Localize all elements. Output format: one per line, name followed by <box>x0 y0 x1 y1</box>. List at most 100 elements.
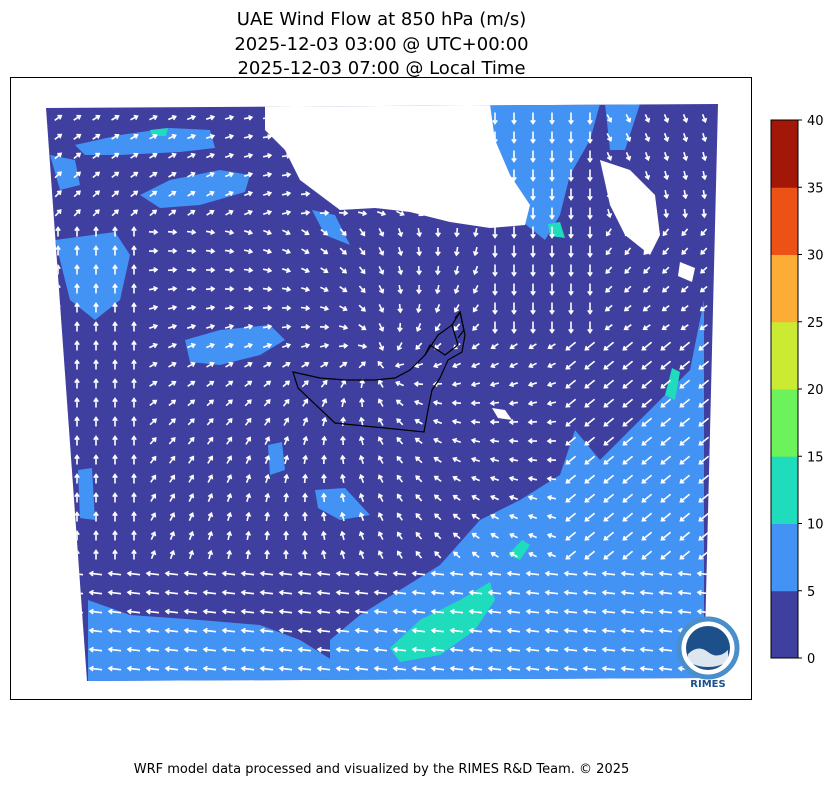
wind-arrow <box>641 341 653 351</box>
wind-arrow <box>584 341 596 351</box>
wind-arrow <box>169 549 176 560</box>
wind-arrow <box>492 207 498 220</box>
speed-region-5-10 <box>330 300 704 680</box>
wind-arrow <box>434 532 442 540</box>
wind-arrow <box>74 435 80 446</box>
wind-arrow <box>69 627 84 634</box>
wind-arrow <box>453 133 462 141</box>
wind-arrow <box>641 512 653 522</box>
wind-arrow <box>530 226 536 239</box>
wind-arrow <box>168 436 176 445</box>
wind-arrow <box>547 343 556 350</box>
colorbar-tick-label: 15 <box>807 450 824 465</box>
wind-arrow <box>54 190 62 198</box>
wind-arrow <box>54 152 63 160</box>
colorbar-band <box>771 523 798 592</box>
wind-arrow <box>297 570 312 577</box>
wind-arrow <box>546 419 557 426</box>
wind-arrow <box>264 511 271 522</box>
wind-arrow <box>397 246 404 257</box>
wind-arrow <box>281 305 292 311</box>
wind-arrow <box>339 228 347 236</box>
wind-arrow <box>549 169 555 182</box>
wind-arrow <box>471 475 481 482</box>
wind-arrow <box>584 436 596 446</box>
colorbar-tick-label: 10 <box>807 518 824 533</box>
wind-arrow <box>587 112 593 125</box>
wind-arrow <box>205 342 215 349</box>
wind-arrow <box>320 191 330 197</box>
wind-arrow <box>316 608 331 615</box>
wind-arrow <box>339 549 346 560</box>
wind-arrow <box>73 171 82 179</box>
wind-arrow <box>319 324 330 330</box>
wind-arrow <box>625 170 632 181</box>
wind-arrow <box>470 419 481 425</box>
wind-arrow <box>281 152 292 159</box>
wind-arrow <box>470 400 481 406</box>
wind-arrow <box>264 492 271 503</box>
wind-arrow <box>339 473 346 484</box>
wind-arrow <box>584 550 596 560</box>
wind-arrow <box>544 589 559 596</box>
wind-arrow <box>300 190 311 197</box>
colorbar-tick-label: 30 <box>807 249 824 264</box>
wind-arrow <box>301 248 310 255</box>
wind-arrow <box>584 474 596 484</box>
wind-arrow <box>587 302 593 315</box>
wind-arrow <box>316 646 331 653</box>
wind-arrow <box>93 397 99 408</box>
wind-arrow <box>415 512 423 521</box>
wind-arrow <box>320 511 327 522</box>
wind-arrow <box>644 208 651 219</box>
speed-region-5-10 <box>78 468 95 520</box>
wind-arrow <box>606 151 613 161</box>
wind-arrow <box>300 115 311 121</box>
wind-arrow <box>358 492 365 503</box>
wind-arrow <box>699 285 708 293</box>
wind-arrow <box>430 627 445 634</box>
wind-arrow <box>88 570 103 577</box>
wind-arrow <box>112 511 118 522</box>
wind-arrow <box>660 417 672 427</box>
wind-arrow <box>186 323 197 330</box>
wind-arrow <box>168 248 178 254</box>
wind-arrow <box>699 324 708 331</box>
wind-arrow <box>603 455 615 465</box>
wind-arrow <box>530 207 536 220</box>
wind-arrow <box>660 341 672 351</box>
wind-arrow <box>568 226 574 239</box>
wind-arrow <box>301 229 310 236</box>
wind-arrow <box>50 665 65 672</box>
speed-region-5-10 <box>55 232 130 320</box>
wind-arrow <box>396 172 405 179</box>
wind-arrow <box>680 324 689 331</box>
wind-arrow <box>340 416 346 427</box>
wind-arrow <box>300 305 311 312</box>
wind-arrow <box>663 170 670 181</box>
wind-arrow <box>339 247 347 255</box>
wind-arrow <box>584 360 596 370</box>
wind-arrow <box>339 530 346 541</box>
wind-arrow <box>377 417 384 426</box>
wind-arrow <box>601 665 616 672</box>
wind-arrow <box>698 417 710 427</box>
wind-arrow <box>605 228 612 237</box>
wind-arrow <box>226 549 233 560</box>
wind-arrow <box>168 152 177 159</box>
wind-arrow <box>224 248 235 255</box>
wind-arrow <box>358 473 365 484</box>
wind-arrow <box>549 264 555 277</box>
wind-arrow <box>509 532 518 539</box>
wind-arrow <box>378 247 385 256</box>
wind-arrow <box>340 435 346 446</box>
wind-arrow <box>679 398 691 408</box>
wind-arrow <box>432 399 443 406</box>
wind-arrow <box>698 341 710 351</box>
wind-arrow <box>283 549 289 560</box>
wind-arrow <box>527 400 538 407</box>
wind-arrow <box>472 171 480 179</box>
wind-arrow <box>297 627 312 634</box>
wind-arrow <box>202 627 217 634</box>
wind-arrow <box>357 191 368 198</box>
